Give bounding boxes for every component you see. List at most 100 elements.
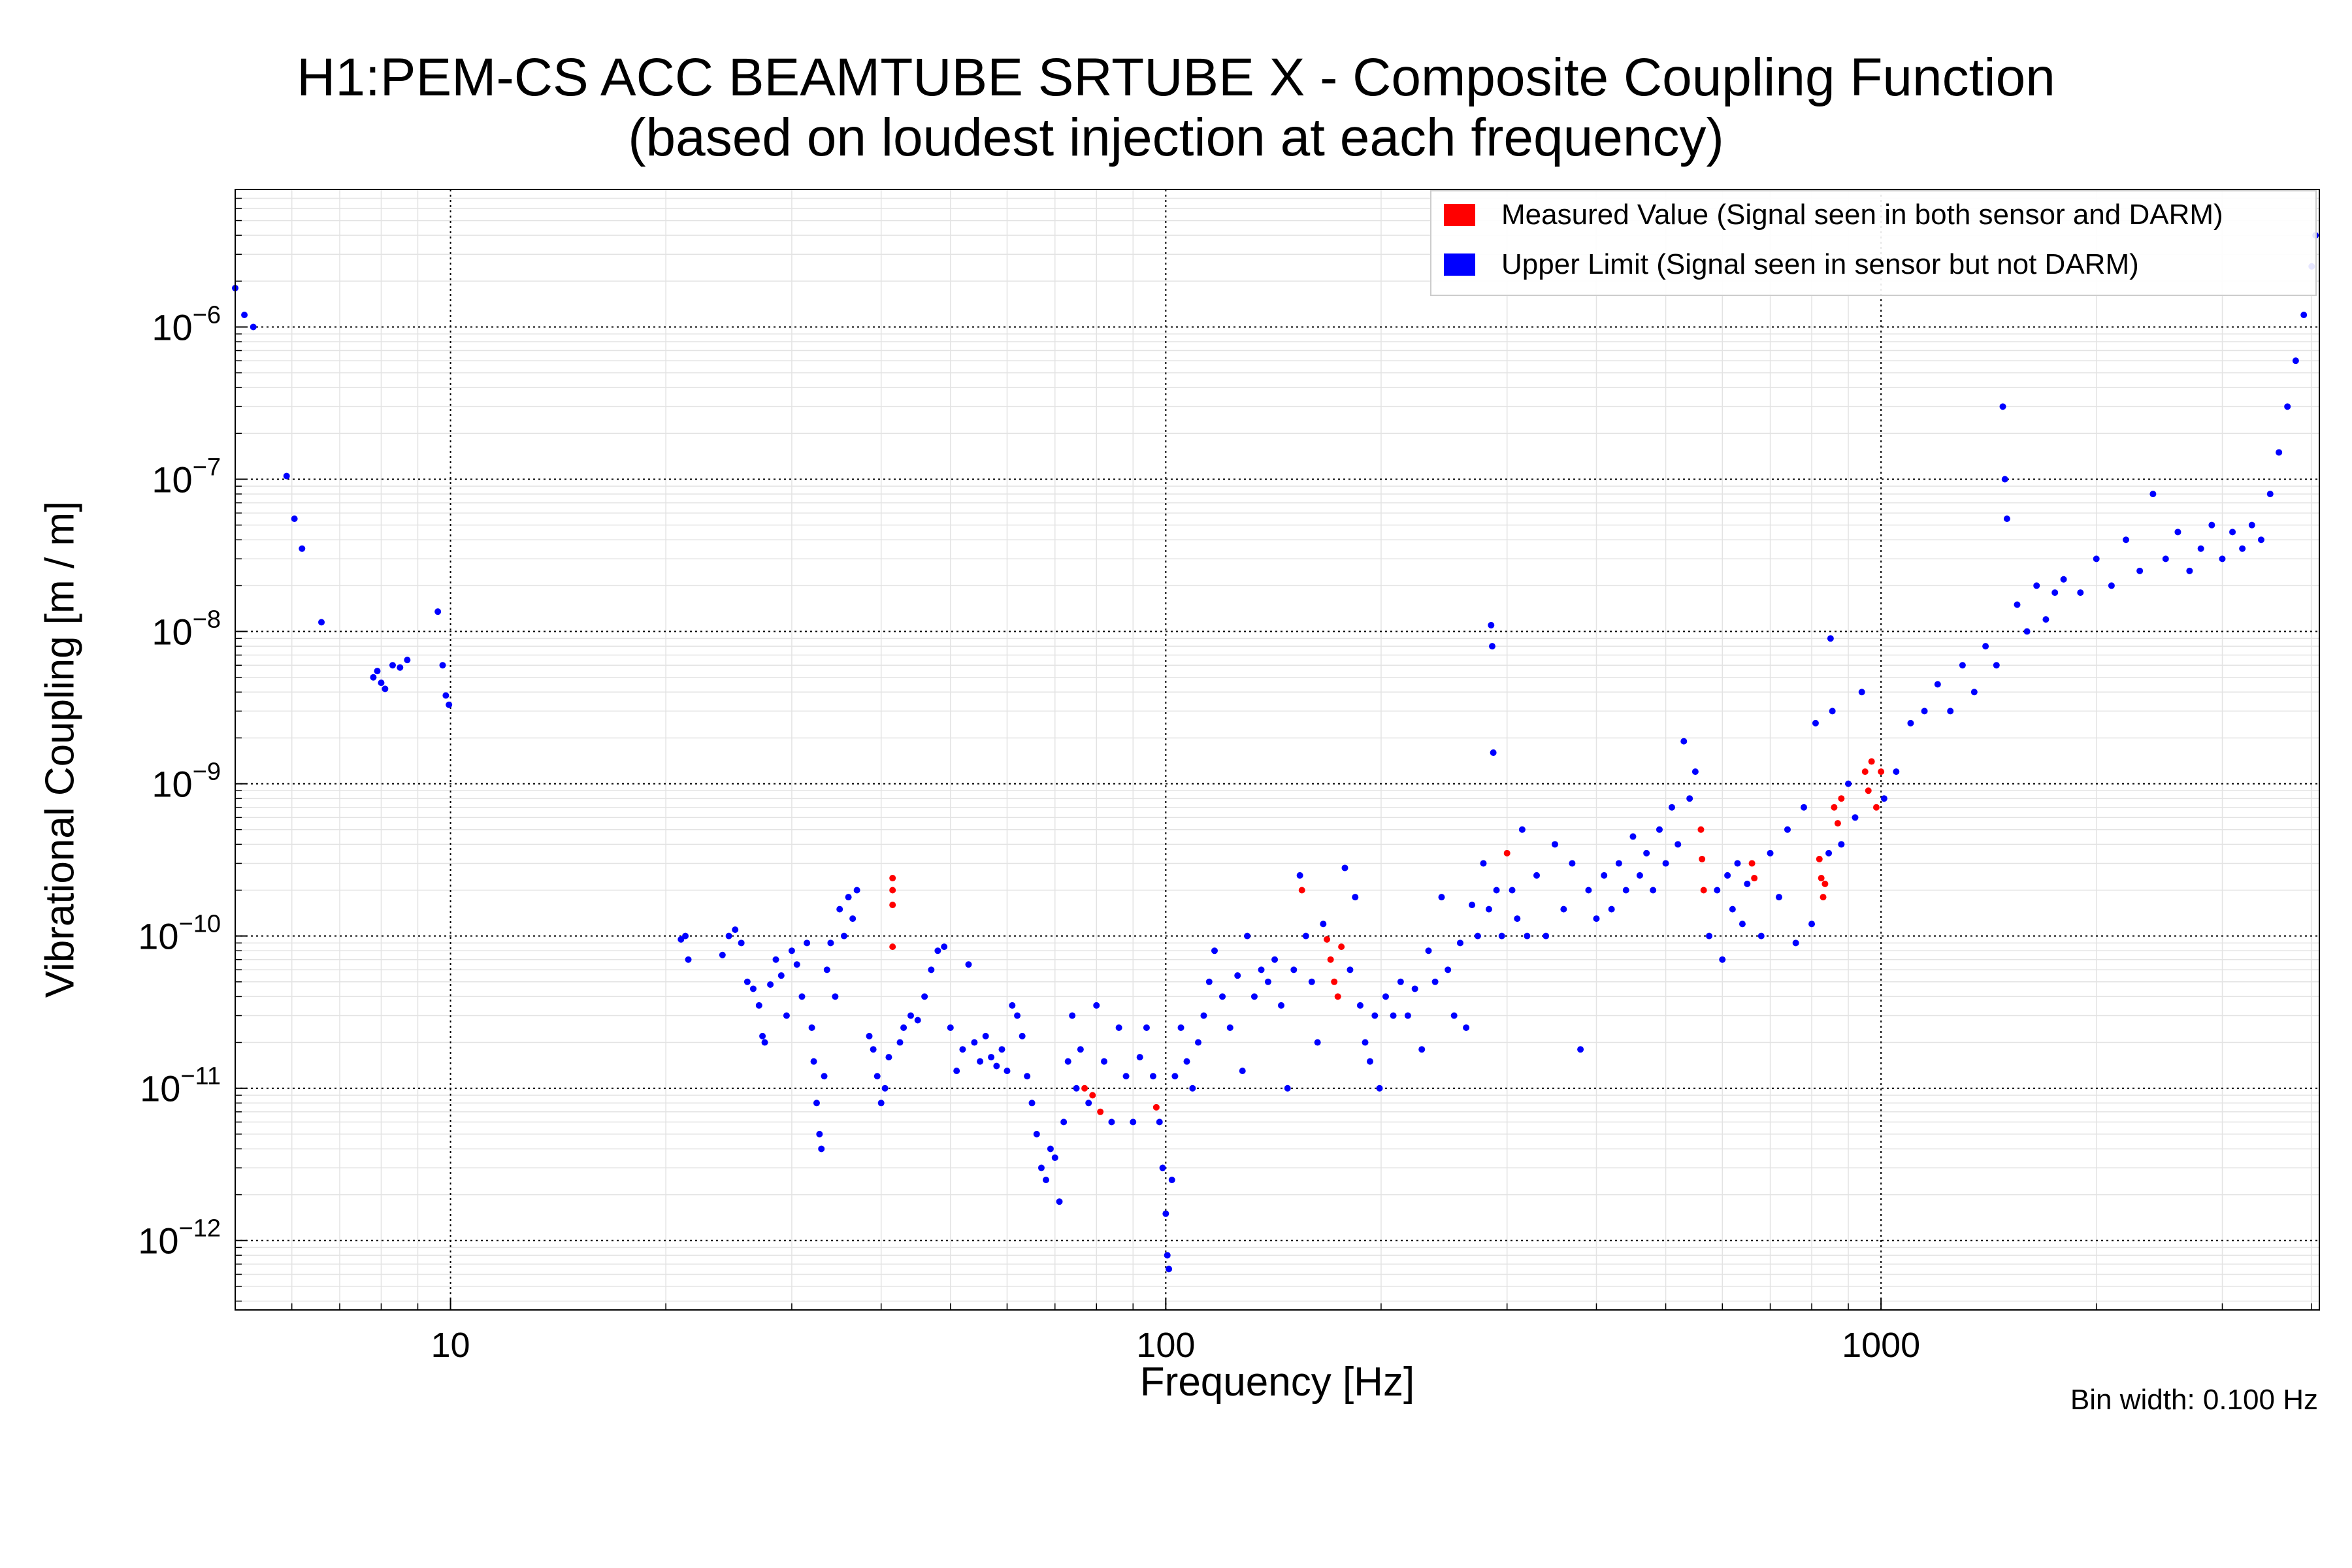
upper-limit-point bbox=[1371, 1012, 1379, 1019]
upper-limit-point bbox=[1156, 1119, 1163, 1126]
upper-limit-point bbox=[1438, 894, 1445, 901]
upper-limit-point bbox=[1934, 681, 1941, 688]
tick-marks bbox=[235, 197, 2313, 1310]
upper-limit-point bbox=[953, 1068, 960, 1075]
upper-limit-point bbox=[1264, 978, 1271, 985]
data-series-layer bbox=[232, 232, 2319, 1273]
upper-limit-point bbox=[921, 993, 928, 1000]
upper-limit-point bbox=[2208, 521, 2215, 529]
upper-limit-point bbox=[374, 668, 381, 675]
bin-width-note: Bin width: 0.100 Hz bbox=[2070, 1384, 2318, 1416]
upper-limit-point bbox=[982, 1032, 989, 1039]
upper-limit-point bbox=[1656, 826, 1663, 833]
measured-point bbox=[1152, 1103, 1160, 1111]
upper-limit-point bbox=[1450, 1012, 1458, 1019]
upper-limit-point bbox=[1376, 1085, 1383, 1092]
upper-limit-point bbox=[1028, 1100, 1036, 1107]
upper-limit-point bbox=[1691, 768, 1699, 776]
upper-limit-point bbox=[2292, 357, 2299, 365]
upper-limit-point bbox=[1397, 978, 1404, 985]
upper-limit-point bbox=[1108, 1119, 1115, 1126]
upper-limit-point bbox=[1615, 860, 1622, 867]
measured-point bbox=[1081, 1085, 1088, 1092]
upper-limit-point bbox=[685, 956, 692, 963]
upper-limit-point bbox=[291, 515, 298, 523]
upper-limit-point bbox=[1767, 849, 1774, 857]
upper-limit-point bbox=[1136, 1054, 1143, 1061]
upper-limit-point bbox=[1970, 689, 1978, 696]
legend-swatch-upper-limit bbox=[1444, 253, 1475, 276]
upper-limit-point bbox=[1593, 915, 1600, 923]
legend: Measured Value (Signal seen in both sens… bbox=[1430, 190, 2317, 296]
upper-limit-point bbox=[1739, 921, 1746, 928]
measured-point bbox=[1298, 887, 1305, 894]
upper-limit-point bbox=[1674, 841, 1682, 848]
upper-limit-point bbox=[2003, 515, 2010, 523]
upper-limit-point bbox=[1239, 1068, 1246, 1075]
upper-limit-point bbox=[1662, 860, 1669, 867]
upper-limit-point bbox=[1643, 849, 1650, 857]
legend-swatch-measured bbox=[1444, 204, 1475, 226]
upper-limit-point bbox=[1234, 972, 1241, 979]
upper-limit-point bbox=[1093, 1002, 1100, 1009]
upper-limit-point bbox=[1069, 1012, 1076, 1019]
legend-label-upper-limit: Upper Limit (Signal seen in sensor but n… bbox=[1501, 248, 2139, 280]
upper-limit-point bbox=[1485, 906, 1492, 913]
upper-limit-point bbox=[1514, 915, 1521, 923]
upper-limit-point bbox=[1177, 1024, 1184, 1031]
upper-limit-point bbox=[2123, 536, 2130, 544]
measured-point bbox=[1868, 758, 1875, 765]
upper-limit-point bbox=[1734, 860, 1741, 867]
upper-limit-point bbox=[241, 312, 248, 319]
measured-point bbox=[1097, 1108, 1104, 1115]
measured-point bbox=[1697, 826, 1705, 833]
upper-limit-point bbox=[1073, 1085, 1080, 1092]
upper-limit-point bbox=[2093, 555, 2100, 563]
measured-point bbox=[1834, 820, 1841, 827]
upper-limit-point bbox=[1608, 906, 1615, 913]
upper-limit-point bbox=[397, 664, 404, 671]
upper-limit-point bbox=[849, 915, 857, 923]
upper-limit-point bbox=[2284, 403, 2291, 410]
upper-limit-point bbox=[1064, 1058, 1071, 1065]
upper-limit-point bbox=[1250, 993, 1258, 1000]
upper-limit-series bbox=[232, 232, 2319, 1273]
upper-limit-point bbox=[877, 1100, 885, 1107]
y-tick-labels: 10−12 10−11 10−10 10−9 10−8 10−7 10−6 bbox=[138, 301, 221, 1261]
upper-limit-point bbox=[1518, 826, 1526, 833]
upper-limit-point bbox=[2042, 616, 2050, 623]
upper-limit-point bbox=[2136, 567, 2144, 574]
upper-limit-point bbox=[1143, 1024, 1150, 1031]
upper-limit-point bbox=[832, 993, 839, 1000]
measured-point bbox=[1699, 855, 1706, 862]
upper-limit-point bbox=[1838, 841, 1845, 848]
upper-limit-point bbox=[1320, 921, 1327, 928]
upper-limit-point bbox=[818, 1145, 825, 1152]
upper-limit-point bbox=[1390, 1012, 1397, 1019]
upper-limit-point bbox=[928, 966, 935, 973]
upper-limit-point bbox=[1200, 1012, 1207, 1019]
upper-limit-point bbox=[1189, 1085, 1196, 1092]
upper-limit-point bbox=[804, 939, 811, 947]
measured-series bbox=[889, 758, 1885, 1115]
upper-limit-point bbox=[1100, 1058, 1107, 1065]
y-axis-label: Vibrational Coupling [m / m] bbox=[37, 500, 83, 998]
upper-limit-point bbox=[442, 692, 449, 699]
measured-point bbox=[1503, 849, 1511, 857]
upper-limit-point bbox=[845, 894, 852, 901]
chart-title-line-2: (based on loudest injection at each freq… bbox=[628, 108, 1724, 167]
upper-limit-point bbox=[808, 1024, 815, 1031]
upper-limit-point bbox=[1719, 956, 1726, 963]
upper-limit-point bbox=[1162, 1210, 1169, 1217]
upper-limit-point bbox=[965, 961, 972, 968]
upper-limit-point bbox=[783, 1012, 790, 1019]
upper-limit-point bbox=[1469, 902, 1476, 909]
upper-limit-point bbox=[1551, 841, 1558, 848]
upper-limit-point bbox=[874, 1073, 881, 1080]
upper-limit-point bbox=[813, 1100, 820, 1107]
upper-limit-point bbox=[881, 1085, 889, 1092]
upper-limit-point bbox=[821, 1073, 828, 1080]
upper-limit-point bbox=[446, 701, 453, 708]
upper-limit-point bbox=[1999, 403, 2006, 410]
